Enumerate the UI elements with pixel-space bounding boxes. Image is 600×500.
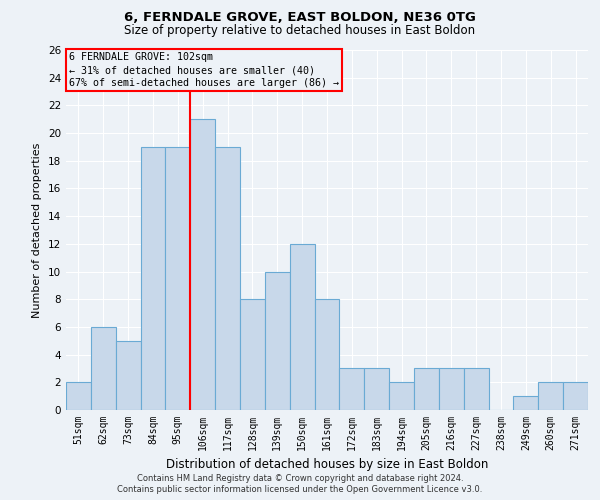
Bar	[314, 299, 340, 410]
Bar	[140, 147, 166, 410]
Bar	[265, 272, 290, 410]
Bar	[340, 368, 364, 410]
Text: Contains HM Land Registry data © Crown copyright and database right 2024.
Contai: Contains HM Land Registry data © Crown c…	[118, 474, 482, 494]
Text: 6 FERNDALE GROVE: 102sqm
← 31% of detached houses are smaller (40)
67% of semi-d: 6 FERNDALE GROVE: 102sqm ← 31% of detach…	[68, 52, 338, 88]
Y-axis label: Number of detached properties: Number of detached properties	[32, 142, 43, 318]
Bar	[364, 368, 389, 410]
Bar	[240, 299, 265, 410]
Bar	[514, 396, 538, 410]
Bar	[389, 382, 414, 410]
X-axis label: Distribution of detached houses by size in East Boldon: Distribution of detached houses by size …	[166, 458, 488, 471]
Bar	[563, 382, 588, 410]
Bar	[439, 368, 464, 410]
Bar	[464, 368, 488, 410]
Bar	[538, 382, 563, 410]
Bar	[290, 244, 314, 410]
Bar	[190, 119, 215, 410]
Bar	[116, 341, 140, 410]
Bar	[91, 327, 116, 410]
Text: Size of property relative to detached houses in East Boldon: Size of property relative to detached ho…	[124, 24, 476, 37]
Bar	[166, 147, 190, 410]
Bar	[414, 368, 439, 410]
Bar	[215, 147, 240, 410]
Bar	[66, 382, 91, 410]
Text: 6, FERNDALE GROVE, EAST BOLDON, NE36 0TG: 6, FERNDALE GROVE, EAST BOLDON, NE36 0TG	[124, 11, 476, 24]
